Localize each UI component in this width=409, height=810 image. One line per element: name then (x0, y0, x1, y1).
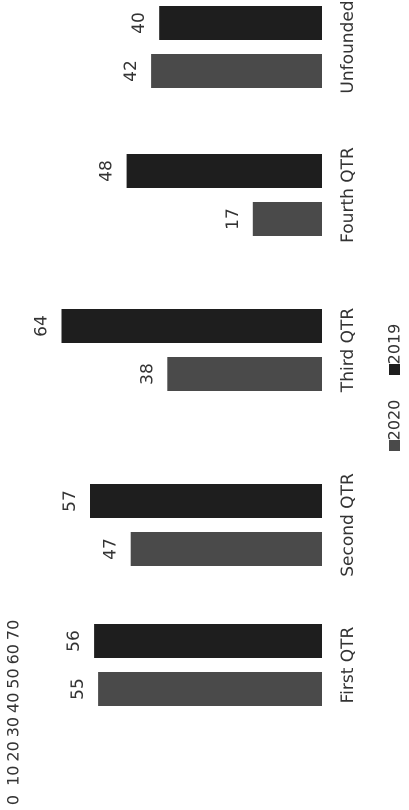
data-label: 57 (60, 490, 80, 512)
axis-tick-label: 30 (4, 717, 23, 737)
data-label: 17 (223, 208, 243, 230)
data-label: 64 (32, 315, 52, 337)
category-label: Unfounded (338, 0, 358, 93)
value-axis: 0 10 20 30 40 50 60 70 (4, 620, 23, 805)
data-label: 38 (137, 363, 157, 385)
data-label: 48 (97, 160, 117, 182)
data-label: 47 (101, 538, 121, 560)
axis-tick-label: 0 (4, 795, 23, 805)
category-label: Second QTR (338, 473, 358, 577)
data-label: 55 (68, 678, 88, 700)
bar-2020-first-qtr (98, 672, 322, 706)
legend-label: 2020 (385, 400, 404, 441)
bar-2020-third-qtr (167, 357, 322, 391)
axis-tick-label: 70 (4, 620, 23, 640)
bar-2019-unfounded (159, 6, 322, 40)
axis-tick-label: 60 (4, 644, 23, 664)
data-label: 56 (64, 630, 84, 652)
category-label: Third QTR (338, 308, 358, 394)
category-axis: First QTR Second QTR Third QTR Fourth QTR Un… (338, 0, 358, 703)
bar-2020-fourth-qtr (252, 202, 322, 236)
plot-area: 55 47 38 17 42 56 57 64 48 40 (32, 6, 322, 706)
bar-2019-first-qtr (94, 624, 322, 658)
bar-2020-second-qtr (130, 532, 322, 566)
category-label: Fourth QTR (338, 147, 358, 243)
bar-2019-second-qtr (90, 484, 322, 518)
category-label: First QTR (338, 626, 358, 703)
bar-2019-third-qtr (61, 309, 322, 343)
axis-tick-label: 50 (4, 668, 23, 688)
bar-2019-fourth-qtr (126, 154, 322, 188)
legend-swatch (389, 364, 400, 375)
legend: 2020 2019 (385, 324, 404, 451)
legend-label: 2019 (385, 324, 404, 365)
data-label: 42 (121, 60, 141, 82)
bar-2020-unfounded (151, 54, 322, 88)
legend-swatch (389, 440, 400, 451)
axis-tick-label: 20 (4, 741, 23, 761)
data-label: 40 (129, 12, 149, 34)
axis-tick-label: 10 (4, 766, 23, 786)
axis-tick-label: 40 (4, 693, 23, 713)
